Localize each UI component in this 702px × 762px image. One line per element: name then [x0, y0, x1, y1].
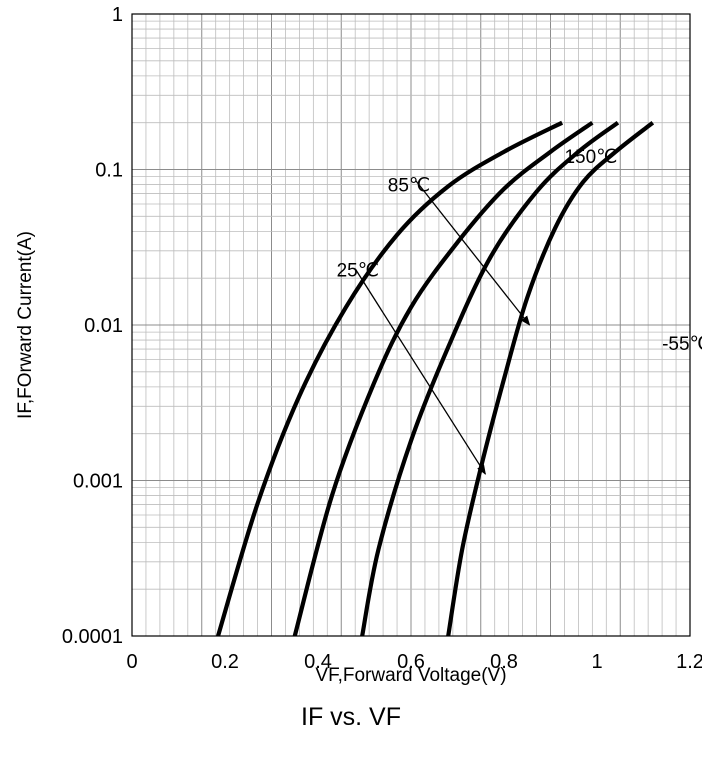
chart-title: IF vs. VF — [301, 703, 401, 731]
y-tick-label: 0.0001 — [62, 626, 123, 648]
x-tick-label: 0 — [126, 651, 137, 673]
y-tick-label: 0.01 — [84, 315, 123, 337]
annotation-label: 85℃ — [388, 176, 430, 197]
y-tick-label: 1 — [112, 4, 123, 26]
series-curve — [216, 120, 564, 637]
x-tick-label: 1.2 — [676, 651, 702, 673]
x-axis-label: VF,Forward Voltage(V) — [315, 665, 506, 686]
x-tick-label: 1 — [591, 651, 602, 673]
x-tick-label: 0.2 — [211, 651, 239, 673]
plot-grid — [132, 14, 690, 637]
annotation-label: -55℃ — [662, 334, 702, 355]
y-tick-label: 0.001 — [73, 471, 123, 493]
annotation-label: 25℃ — [337, 261, 379, 282]
annotation-arrow — [415, 180, 531, 326]
x-tick-label: 0.4 — [304, 651, 332, 673]
y-axis-label: IF,FOrward Current(A) — [15, 231, 36, 419]
y-tick-labels: 0.0001 0.001 0.01 0.1 1 — [62, 4, 123, 648]
annotation-label: 150℃ — [564, 147, 617, 168]
series-curve — [360, 120, 620, 637]
y-tick-label: 0.1 — [95, 160, 123, 182]
x-tick-label: 0.6 — [397, 651, 425, 673]
annotation-group: 150℃ 85℃ 25℃ -55℃ — [337, 147, 702, 475]
series-group — [216, 120, 655, 637]
x-tick-labels: 0 0.2 0.4 0.6 0.8 1 1.2 — [126, 651, 702, 673]
annotation-arrow — [354, 268, 486, 475]
x-tick-label: 0.8 — [490, 651, 518, 673]
series-curve — [292, 120, 594, 637]
plot-frame — [131, 13, 691, 637]
